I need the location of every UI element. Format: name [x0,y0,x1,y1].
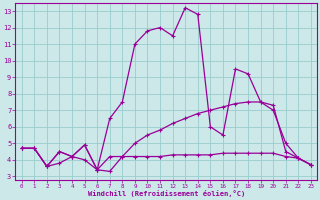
X-axis label: Windchill (Refroidissement éolien,°C): Windchill (Refroidissement éolien,°C) [88,190,245,197]
